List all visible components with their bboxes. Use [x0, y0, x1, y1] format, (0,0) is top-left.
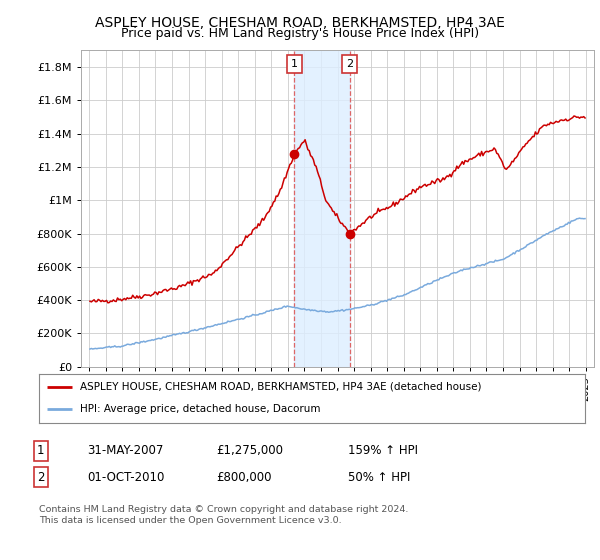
Text: 1: 1 — [37, 444, 44, 458]
Text: £800,000: £800,000 — [216, 470, 271, 484]
Text: 2: 2 — [346, 59, 353, 69]
Text: 01-OCT-2010: 01-OCT-2010 — [87, 470, 164, 484]
Text: ASPLEY HOUSE, CHESHAM ROAD, BERKHAMSTED, HP4 3AE: ASPLEY HOUSE, CHESHAM ROAD, BERKHAMSTED,… — [95, 16, 505, 30]
Text: 159% ↑ HPI: 159% ↑ HPI — [348, 444, 418, 458]
Bar — [294, 50, 350, 367]
Text: 31-MAY-2007: 31-MAY-2007 — [87, 444, 163, 458]
Text: £1,275,000: £1,275,000 — [216, 444, 283, 458]
Text: ASPLEY HOUSE, CHESHAM ROAD, BERKHAMSTED, HP4 3AE (detached house): ASPLEY HOUSE, CHESHAM ROAD, BERKHAMSTED,… — [80, 382, 481, 392]
Text: 2: 2 — [37, 470, 44, 484]
Text: 1: 1 — [290, 59, 298, 69]
Text: Contains HM Land Registry data © Crown copyright and database right 2024.
This d: Contains HM Land Registry data © Crown c… — [39, 505, 409, 525]
Text: 50% ↑ HPI: 50% ↑ HPI — [348, 470, 410, 484]
Text: Price paid vs. HM Land Registry's House Price Index (HPI): Price paid vs. HM Land Registry's House … — [121, 27, 479, 40]
Text: HPI: Average price, detached house, Dacorum: HPI: Average price, detached house, Daco… — [80, 404, 320, 414]
